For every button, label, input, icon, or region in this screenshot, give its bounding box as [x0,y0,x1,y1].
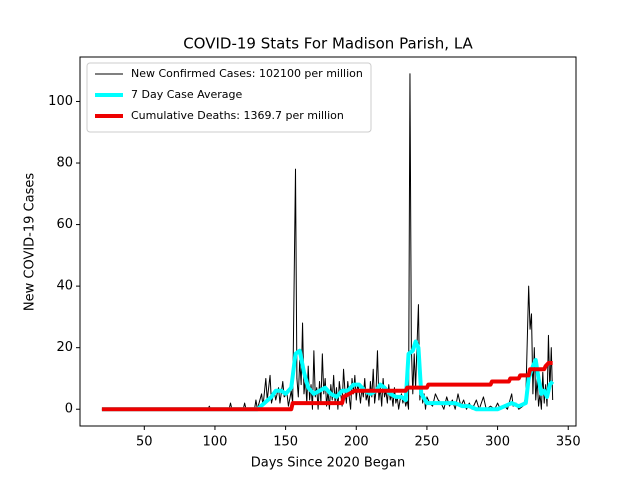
legend-box [86,62,372,133]
y-tick-label: 40 [56,279,73,294]
x-tick-label: 350 [556,435,581,450]
series-line [101,361,553,412]
y-tick-label: 20 [56,340,73,355]
legend-label: Cumulative Deaths: 1369.7 per million [131,109,344,122]
plot-frame [79,56,577,427]
x-tick-label: 100 [203,435,228,450]
x-tick-label: 50 [136,435,153,450]
y-tick-label: 80 [56,156,73,171]
chart-title: COVID-19 Stats For Madison Parish, LA [183,35,473,53]
x-tick-label: 300 [485,435,510,450]
y-tick-label: 0 [65,402,73,417]
x-tick-label: 200 [344,435,369,450]
y-tick-label: 60 [56,217,73,232]
y-tick-label: 100 [48,94,73,109]
series-line [101,339,555,412]
x-tick-label: 250 [415,435,440,450]
legend-label: 7 Day Case Average [131,88,243,101]
y-axis-label: New COVID-19 Cases [23,173,38,311]
x-axis-label: Days Since 2020 Began [251,456,406,471]
x-tick-label: 150 [273,435,298,450]
legend-label: New Confirmed Cases: 102100 per million [131,67,363,80]
